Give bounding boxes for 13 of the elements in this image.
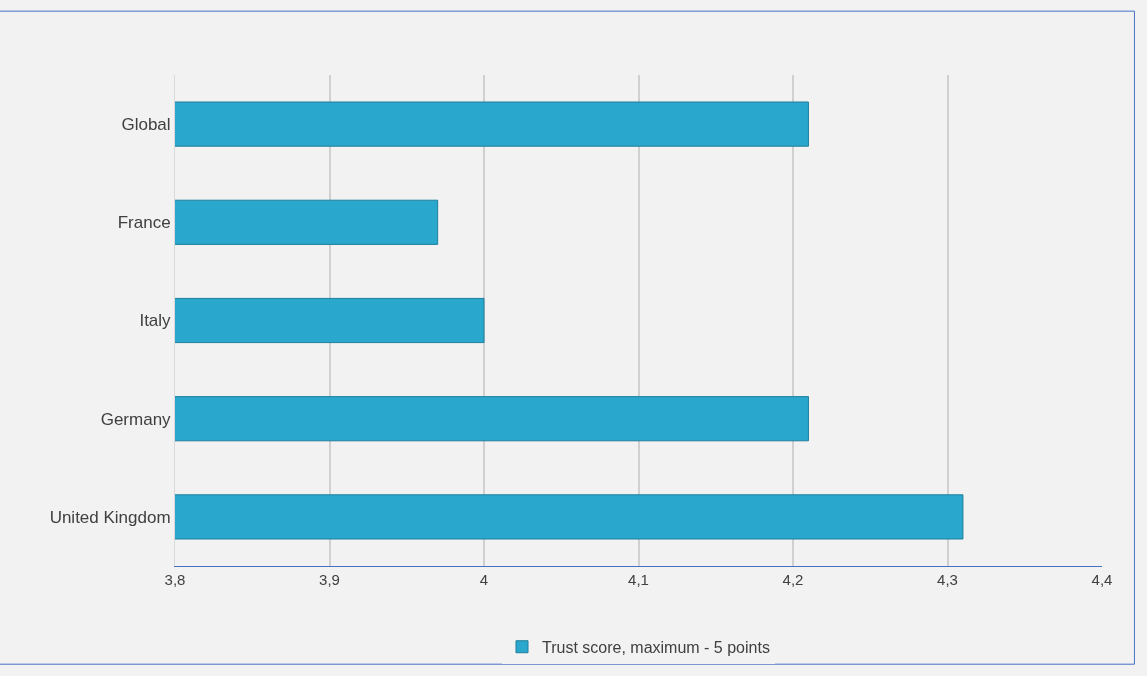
y-tick-label: France <box>117 213 171 233</box>
y-tick-label: United Kingdom <box>49 507 171 527</box>
legend-label: Trust score, maximum - 5 points <box>542 638 770 656</box>
x-tick-label: 4 <box>479 571 489 588</box>
y-tick-label: Global <box>121 115 171 135</box>
x-tick-label: 4,4 <box>1091 571 1113 588</box>
x-tick-label: 4,3 <box>937 571 958 588</box>
y-tick-label: Germany <box>100 409 172 429</box>
y-tick-label: Italy <box>139 311 172 331</box>
x-tick-label: 3,9 <box>319 571 340 588</box>
x-tick-label: 4,1 <box>628 571 649 588</box>
x-tick-label: 4,2 <box>782 571 804 588</box>
x-tick-label: 3,8 <box>164 571 186 588</box>
